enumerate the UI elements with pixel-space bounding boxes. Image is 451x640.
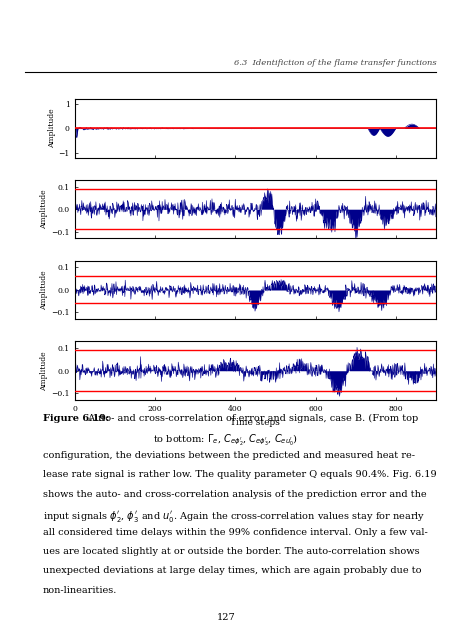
Y-axis label: Amplitude: Amplitude bbox=[48, 109, 55, 148]
Y-axis label: Amplitude: Amplitude bbox=[40, 351, 48, 390]
Text: configuration, the deviations between the predicted and measured heat re-: configuration, the deviations between th… bbox=[43, 451, 414, 460]
Text: ues are located slightly at or outside the border. The auto-correlation shows: ues are located slightly at or outside t… bbox=[43, 547, 419, 556]
Y-axis label: Amplitude: Amplitude bbox=[40, 189, 48, 229]
Text: all considered time delays within the 99% confidence interval. Only a few val-: all considered time delays within the 99… bbox=[43, 528, 427, 537]
Text: Figure 6.19:: Figure 6.19: bbox=[43, 414, 109, 423]
Text: 6.3  Identifiction of the flame transfer functions: 6.3 Identifiction of the flame transfer … bbox=[233, 58, 435, 67]
Text: to bottom: $\Gamma_e$, $C_{e\phi_2^\prime}$, $C_{e\phi_3^\prime}$, $C_{eu_0^\pri: to bottom: $\Gamma_e$, $C_{e\phi_2^\prim… bbox=[153, 432, 298, 448]
Text: shows the auto- and cross-correlation analysis of the prediction error and the: shows the auto- and cross-correlation an… bbox=[43, 490, 426, 499]
Text: non-linearities.: non-linearities. bbox=[43, 586, 117, 595]
X-axis label: Time steps: Time steps bbox=[230, 419, 280, 428]
Text: 127: 127 bbox=[216, 613, 235, 622]
Text: input signals $\phi_2^\prime$, $\phi_3^\prime$ and $u_0^\prime$. Again the cross: input signals $\phi_2^\prime$, $\phi_3^\… bbox=[43, 509, 424, 524]
Text: lease rate signal is rather low. The quality parameter Q equals 90.4%. Fig. 6.19: lease rate signal is rather low. The qua… bbox=[43, 470, 436, 479]
Text: unexpected deviations at large delay times, which are again probably due to: unexpected deviations at large delay tim… bbox=[43, 566, 420, 575]
Text: Auto- and cross-correlation of error and signals, case B. (From top: Auto- and cross-correlation of error and… bbox=[84, 414, 417, 423]
Y-axis label: Amplitude: Amplitude bbox=[40, 270, 48, 310]
